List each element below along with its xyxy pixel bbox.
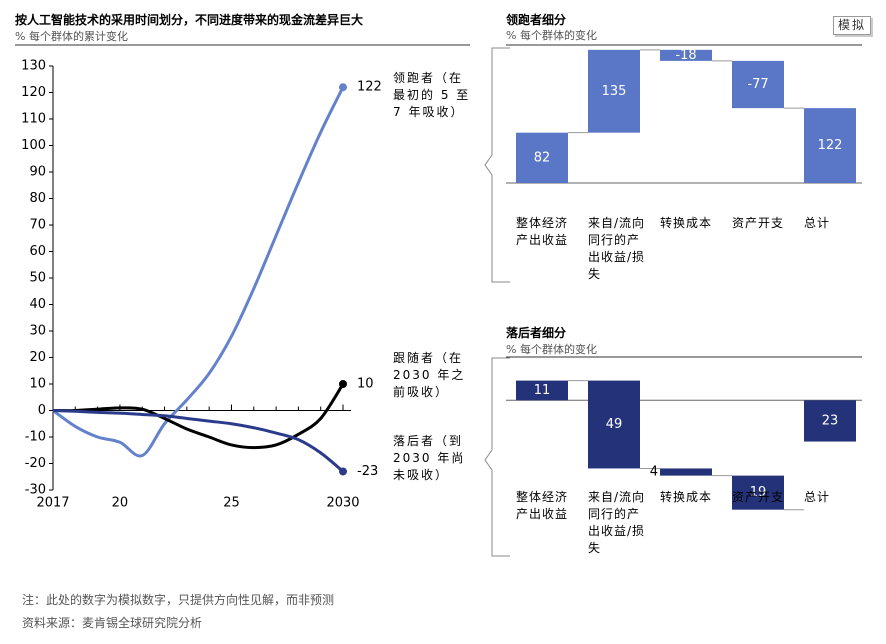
source: 资料来源：麦肯锡全球研究院分析: [22, 616, 203, 630]
y-tick-label: 60: [29, 244, 46, 259]
subtitle: % 每个群体的变化: [506, 29, 597, 42]
y-tick-label: 10: [29, 377, 46, 392]
y-tick-label: -20: [25, 456, 46, 471]
y-tick-label: 120: [21, 85, 46, 100]
x-tick-label: 整体经济产出收益: [516, 216, 569, 247]
x-tick-label: 转换成本: [660, 216, 713, 230]
y-tick-label: 130: [21, 59, 46, 74]
value-label: 4: [650, 465, 658, 480]
bar: [516, 132, 568, 183]
x-tick-label: 资产开支: [732, 216, 785, 230]
bar: [588, 380, 640, 469]
line: [52, 86, 345, 458]
x-tick-label: 资产开支: [732, 490, 785, 504]
bar: [732, 60, 784, 109]
y-tick-label: 20: [29, 350, 46, 365]
y-tick-label: 50: [29, 271, 46, 286]
line: [52, 383, 345, 450]
y-tick-label: 0: [38, 403, 46, 418]
x-tick-label: 来自/流向同行的产出收益/损失: [588, 216, 646, 281]
panel-title: 领跑者细分: [506, 13, 567, 27]
x-tick-label: 来自/流向同行的产出收益/损失: [588, 490, 646, 555]
value-label: 49: [606, 417, 623, 432]
value-label: 135: [602, 84, 627, 99]
end-label: -23: [357, 464, 378, 479]
y-tick-label: 40: [29, 297, 46, 312]
value-label: 19: [750, 485, 767, 500]
x-tick-label: 转换成本: [660, 490, 713, 504]
y-tick-label: 70: [29, 218, 46, 233]
badge: 模拟: [833, 16, 872, 35]
y-tick-label: -30: [25, 483, 46, 498]
value-label: 122: [818, 138, 843, 153]
x-tick-label: 整体经济产出收益: [516, 490, 569, 521]
x-tick-label: 总计: [804, 216, 831, 230]
value-label: 23: [822, 413, 839, 428]
x-tick-label: 20: [112, 496, 129, 511]
bar: [660, 468, 712, 476]
bracket: [484, 47, 510, 283]
y-tick-label: -10: [25, 430, 46, 445]
series-label: 跟随者（在 2030 年之前吸收）: [393, 351, 466, 399]
series-label: 落后者（到 2030 年尚未吸收）: [393, 434, 466, 482]
end-marker: [339, 380, 347, 388]
bar: [732, 475, 784, 510]
bracket: [484, 357, 510, 557]
series-label: 领跑者（在最初的 5 至 7 年吸收）: [393, 71, 471, 119]
line: [52, 409, 344, 473]
x-tick-label: 2017: [36, 496, 69, 511]
x-tick-label: 2030: [326, 496, 359, 511]
y-tick-label: 30: [29, 324, 46, 339]
value-label: 82: [534, 150, 551, 165]
bar: [804, 400, 856, 442]
end-label: 122: [357, 80, 382, 95]
subtitle: % 每个群体的累计变化: [15, 30, 128, 43]
subtitle: % 每个群体的变化: [506, 343, 597, 356]
end-label: 10: [357, 377, 374, 392]
bar: [804, 108, 856, 183]
y-tick-label: 90: [29, 165, 46, 180]
value-label: 11: [534, 383, 551, 398]
x-tick-label: 总计: [804, 490, 831, 504]
x-tick-label: 25: [223, 496, 240, 511]
bar: [588, 49, 640, 133]
chart-title: 按人工智能技术的采用时间划分，不同进度带来的现金流差异巨大: [15, 13, 364, 27]
footnote: 注：此处的数字为模拟数字，只提供方向性见解，而非预测: [22, 593, 335, 607]
y-tick-label: 100: [21, 138, 46, 153]
value-label: -18: [675, 48, 696, 63]
y-tick-label: 80: [29, 191, 46, 206]
value-label: -77: [747, 77, 768, 92]
panel-title: 落后者细分: [506, 326, 567, 340]
y-tick-label: 110: [21, 112, 46, 127]
bar: [516, 380, 568, 401]
bar: [660, 49, 712, 61]
end-marker: [339, 467, 347, 476]
end-marker: [339, 83, 347, 92]
